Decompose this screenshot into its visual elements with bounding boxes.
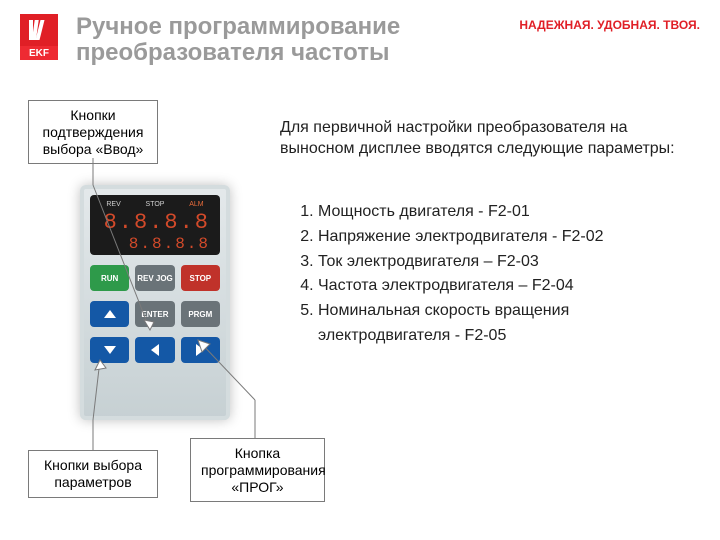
down-button[interactable] (90, 337, 129, 363)
list-item: Частота электродвигателя – F2-04 (318, 274, 690, 299)
up-button[interactable] (90, 301, 129, 327)
list-item: Ток электродвигателя – F2-03 (318, 250, 690, 275)
rev-button[interactable]: REV JOG (135, 265, 174, 291)
callout-prog: Кнопка программирования «ПРОГ» (190, 438, 325, 502)
triangle-up-icon (104, 310, 116, 318)
device-panel: REV STOP ALM 8.8.8.8 8.8.8.8 RUN REV JOG… (80, 185, 230, 420)
intro-text: Для первичной настройки преобразователя … (280, 118, 680, 160)
tagline: НАДЕЖНАЯ. УДОБНАЯ. ТВОЯ. (519, 18, 700, 32)
button-row-2: ENTER PRGM (90, 301, 220, 327)
stop-button[interactable]: STOP (181, 265, 220, 291)
list-item: Мощность двигателя - F2-01 (318, 200, 690, 225)
display-status-labels: REV STOP ALM (94, 201, 216, 208)
parameter-list: Мощность двигателя - F2-01 Напряжение эл… (290, 200, 690, 349)
button-row-3 (90, 337, 220, 363)
status-stop: STOP (146, 201, 165, 208)
right-button[interactable] (181, 337, 220, 363)
triangle-left-icon (151, 344, 159, 356)
prog-button[interactable]: PRGM (181, 301, 220, 327)
callout-select: Кнопки выбора параметров (28, 450, 158, 498)
enter-button[interactable]: ENTER (135, 301, 174, 327)
left-button[interactable] (135, 337, 174, 363)
page-title: Ручное программирование преобразователя … (76, 14, 519, 67)
status-alm: ALM (189, 201, 203, 208)
title-line-2: преобразователя частоты (76, 40, 519, 66)
button-row-1: RUN REV JOG STOP (90, 265, 220, 291)
list-item: Напряжение электродвигателя - F2-02 (318, 225, 690, 250)
triangle-right-icon (196, 344, 204, 356)
readout-secondary: 8.8.8.8 (94, 235, 216, 253)
list-item: Номинальная скорость вращения электродви… (318, 299, 690, 349)
logo-text: EKF (20, 46, 58, 60)
status-rev: REV (106, 201, 120, 208)
header: EKF Ручное программирование преобразоват… (20, 14, 700, 67)
triangle-down-icon (104, 346, 116, 354)
logo-glyph (20, 14, 58, 46)
title-line-1: Ручное программирование (76, 14, 519, 40)
callout-enter: Кнопки подтверждения выбора «Ввод» (28, 100, 158, 164)
run-button[interactable]: RUN (90, 265, 129, 291)
readout-primary: 8.8.8.8 (94, 210, 216, 235)
device-display: REV STOP ALM 8.8.8.8 8.8.8.8 (90, 195, 220, 255)
brand-logo: EKF (20, 14, 58, 60)
